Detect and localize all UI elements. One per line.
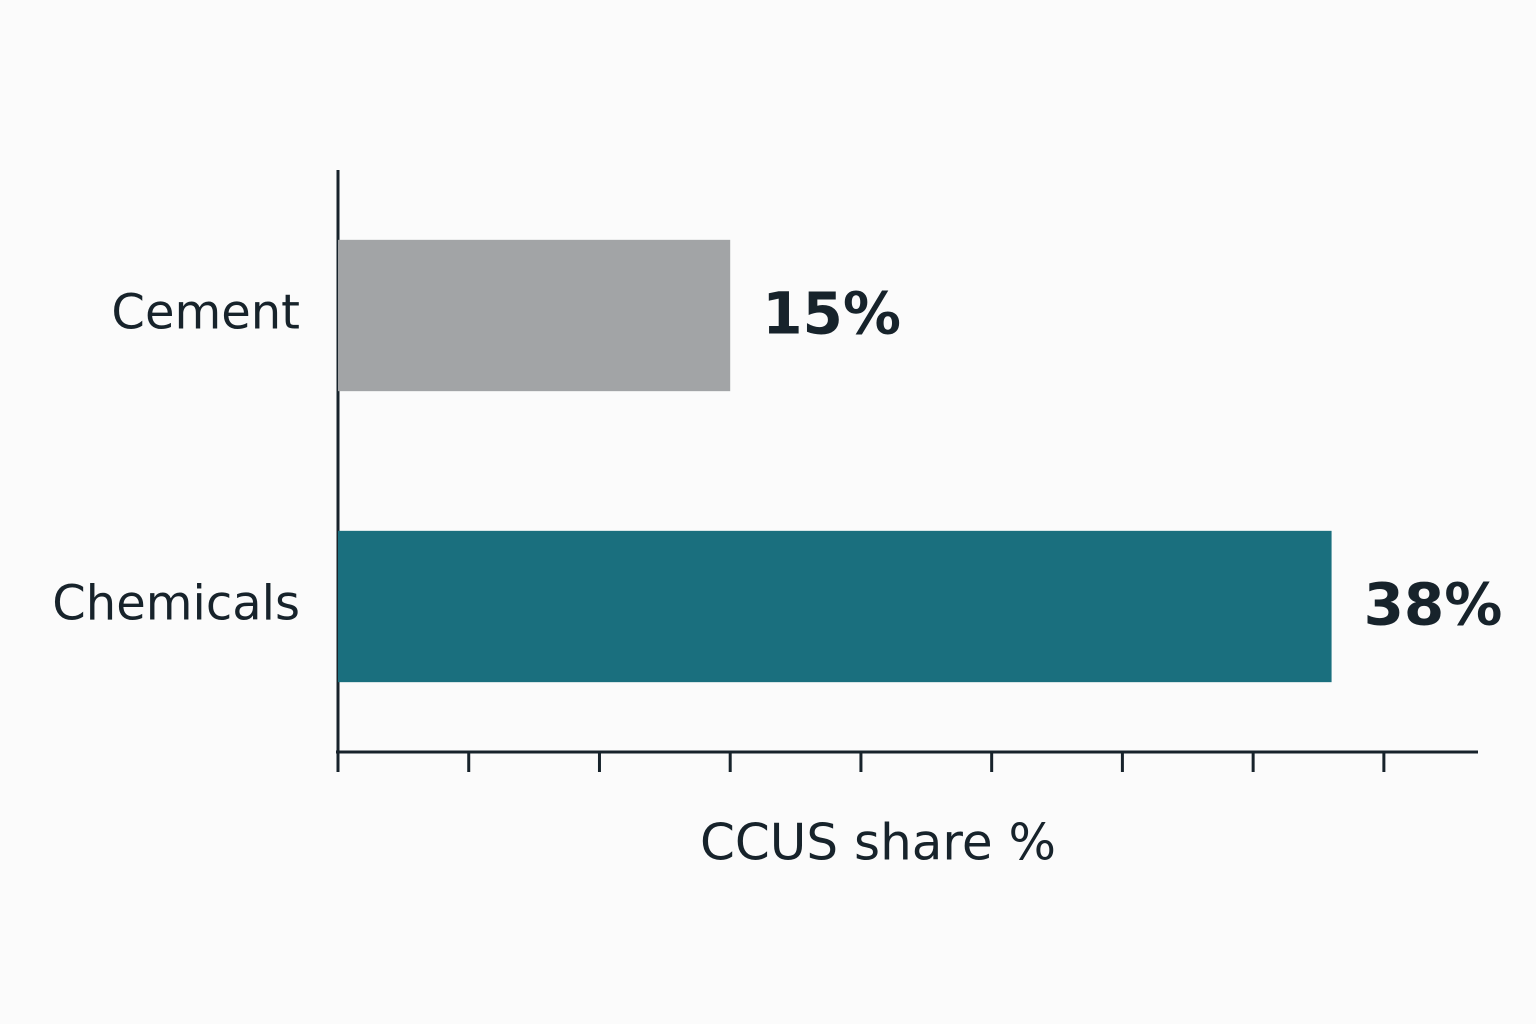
x-axis-title: CCUS share % [700,814,1056,872]
y-tick-label: Cement [111,285,300,341]
y-tick-label: Chemicals [52,576,300,632]
bar [338,239,731,392]
bar [338,530,1332,683]
value-label: 38% [1364,571,1503,639]
value-label: 15% [762,280,901,348]
